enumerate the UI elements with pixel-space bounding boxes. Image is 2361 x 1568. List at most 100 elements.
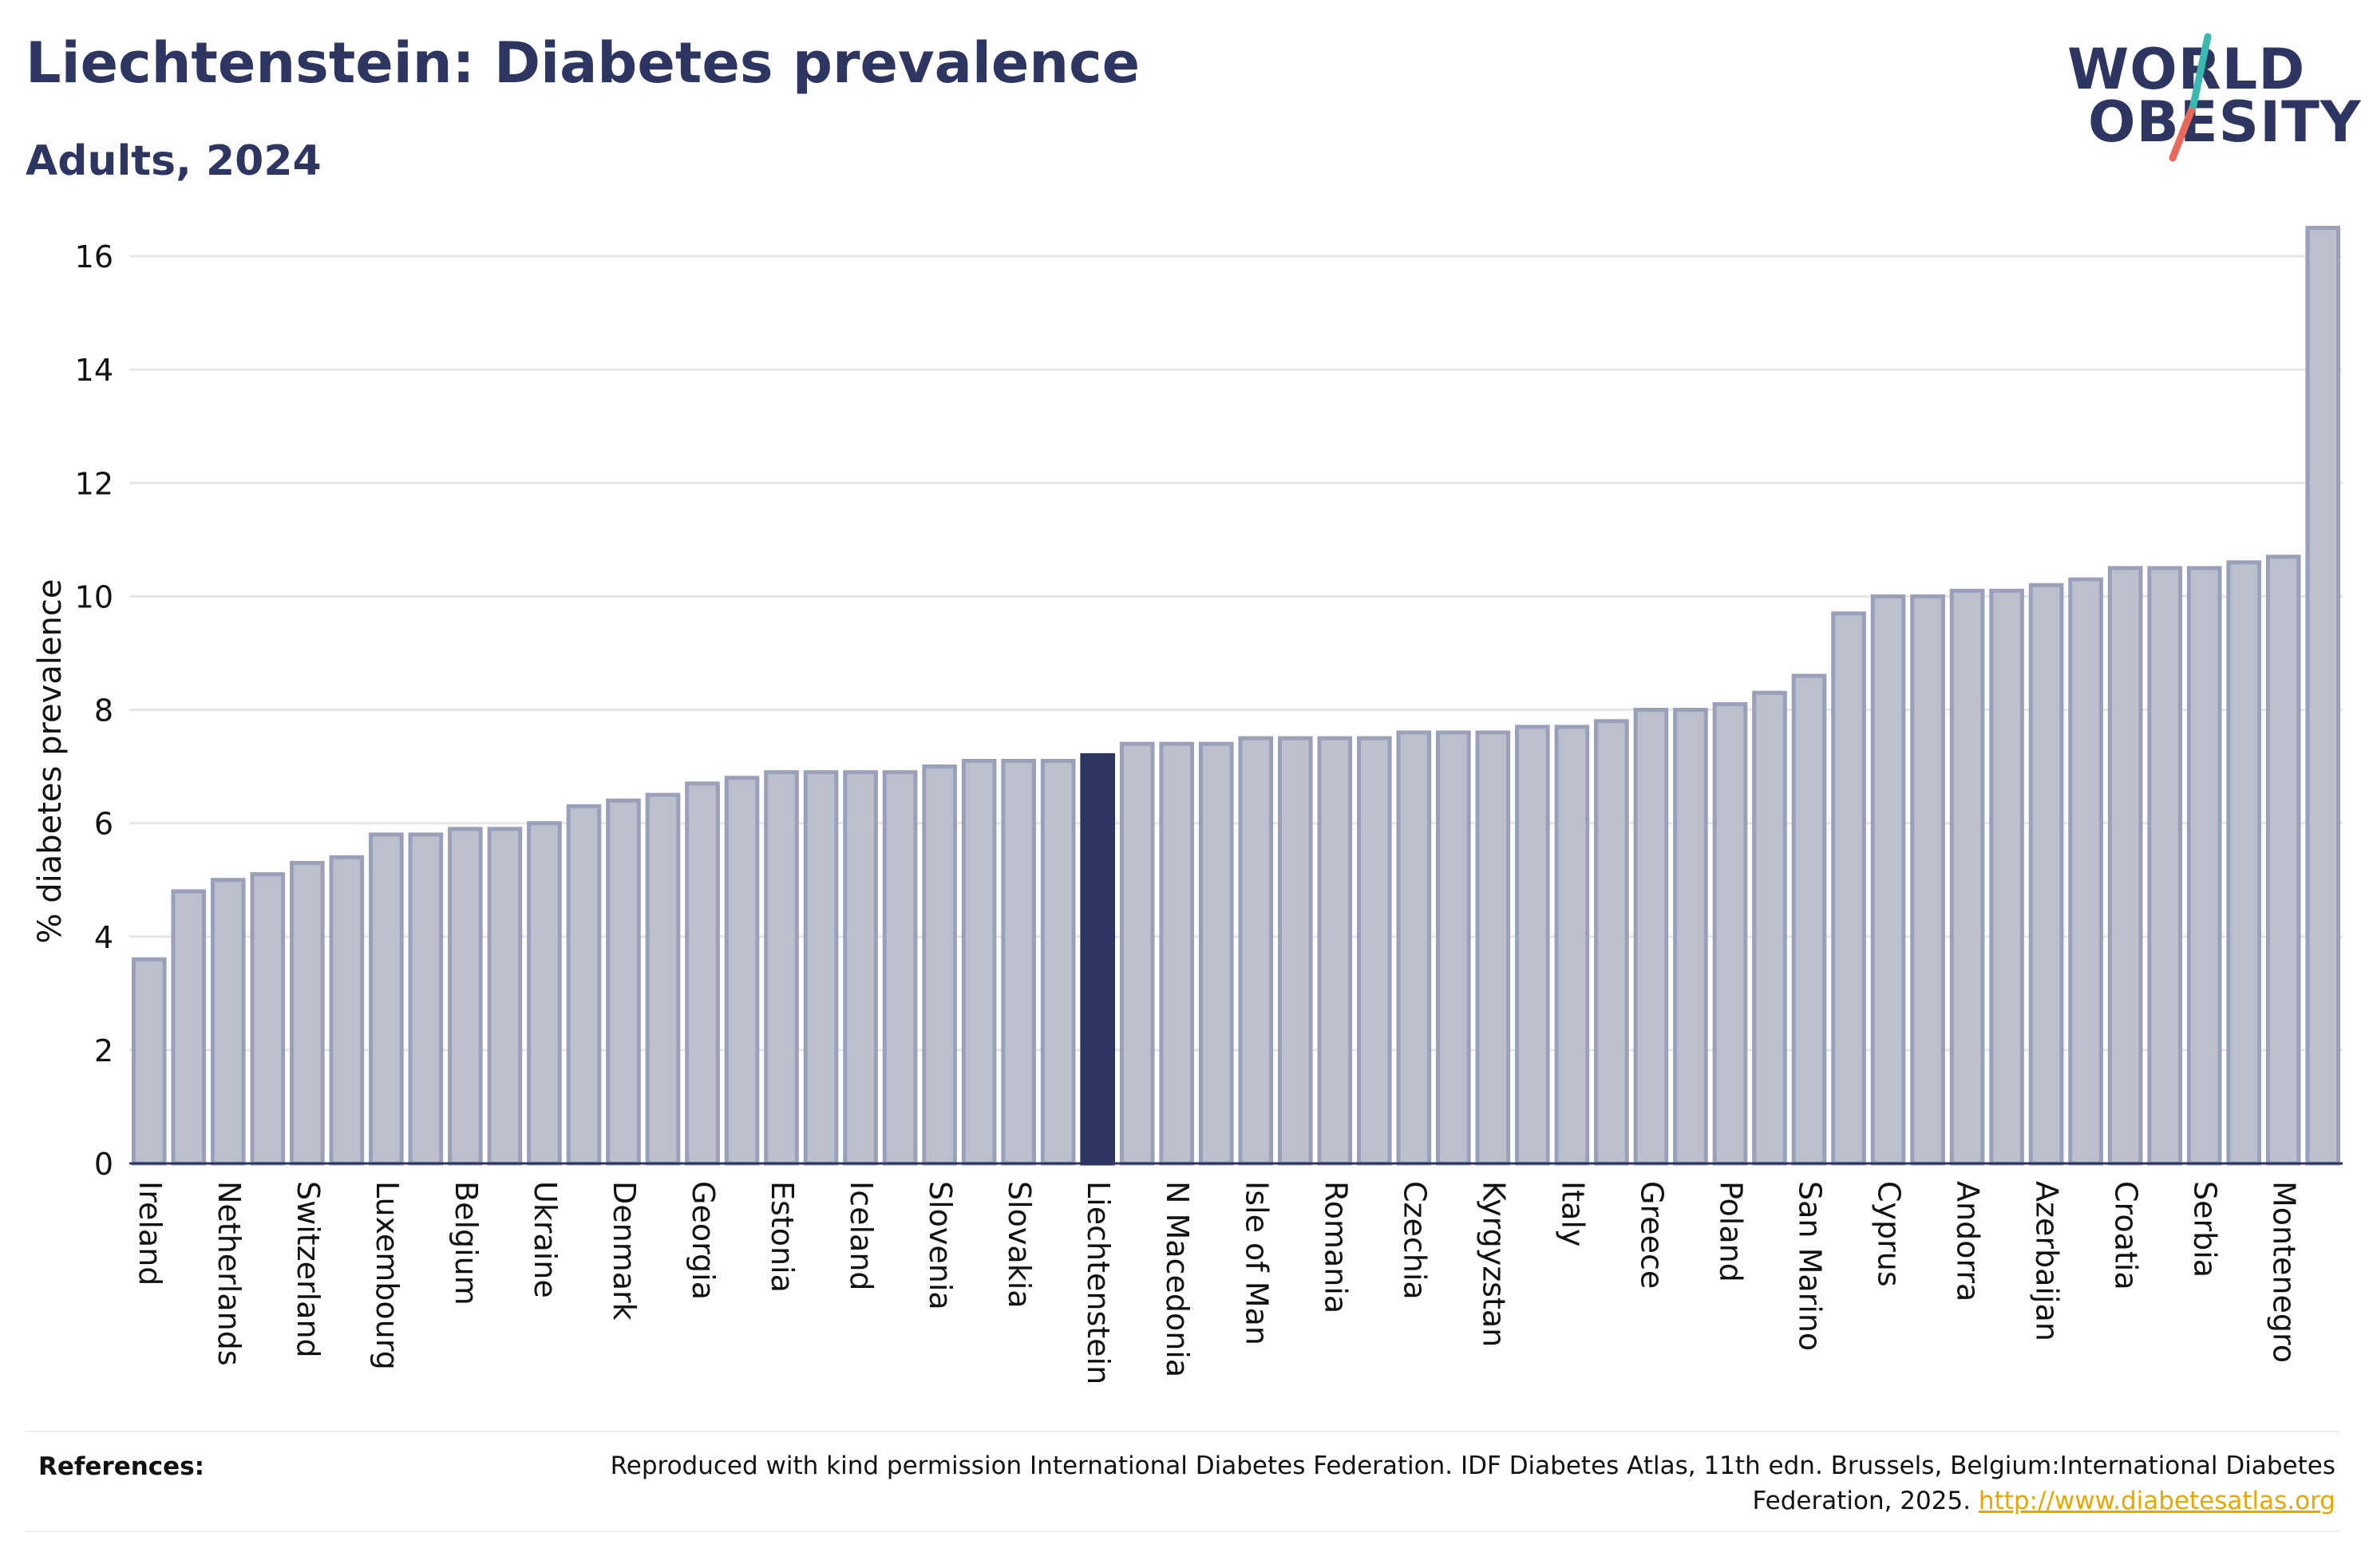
bar	[448, 827, 483, 1166]
bar	[764, 770, 799, 1166]
bar	[724, 776, 760, 1166]
bar	[2147, 566, 2182, 1166]
bar	[1791, 673, 1827, 1166]
references-label: References:	[38, 1452, 205, 1481]
bar	[1119, 741, 1155, 1166]
x-tick-label: Kyrgyzstan	[1476, 1181, 1511, 1347]
bar	[2305, 226, 2341, 1166]
world-obesity-logo[interactable]: WORLD OBESITY	[2067, 32, 2361, 168]
x-tick-label: Ukraine	[528, 1181, 563, 1298]
bar	[171, 889, 207, 1166]
bar	[2226, 560, 2262, 1166]
bar	[1949, 588, 1985, 1166]
x-axis-ticks: Ireland Netherlands Switzerland Luxembourg B…	[132, 1181, 2302, 1384]
x-tick-label: Ireland	[132, 1181, 168, 1286]
bar	[290, 860, 325, 1166]
bar	[1238, 736, 1274, 1166]
bar	[1475, 730, 1511, 1166]
bar	[527, 821, 562, 1166]
y-tick-label: 16	[75, 239, 113, 274]
bar	[803, 770, 839, 1166]
y-tick-label: 10	[75, 579, 113, 614]
bar	[329, 855, 365, 1166]
bar	[1040, 758, 1076, 1166]
bar	[1436, 730, 1471, 1166]
bar	[2068, 577, 2103, 1166]
x-tick-label: Azerbaijan	[2030, 1181, 2065, 1341]
bar-highlight	[1080, 752, 1115, 1166]
bar	[369, 832, 404, 1166]
x-tick-label: Switzerland	[291, 1181, 326, 1358]
divider-bottom	[26, 1530, 2340, 1532]
y-tick-label: 12	[75, 466, 113, 501]
bar	[210, 878, 246, 1166]
x-tick-label: Isle of Man	[1239, 1181, 1274, 1345]
bar	[1396, 730, 1432, 1166]
bar	[2107, 566, 2143, 1166]
bar	[1515, 725, 1550, 1166]
bar	[250, 872, 286, 1166]
x-tick-label: Slovenia	[923, 1181, 958, 1310]
x-tick-label: Netherlands	[212, 1181, 247, 1366]
divider-top	[26, 1431, 2340, 1432]
x-tick-label: Estonia	[765, 1181, 800, 1293]
bar	[1159, 741, 1195, 1166]
bar	[1357, 736, 1392, 1166]
bar	[1831, 611, 1866, 1166]
x-tick-label: Belgium	[449, 1181, 484, 1305]
bar	[1198, 741, 1234, 1166]
bar	[685, 781, 720, 1166]
bar	[1554, 725, 1590, 1166]
y-tick-label: 8	[94, 693, 113, 729]
bar	[131, 957, 167, 1166]
bar	[645, 792, 681, 1166]
bar	[922, 764, 957, 1166]
x-tick-label: Poland	[1713, 1181, 1748, 1282]
logo-slash-icon	[2169, 33, 2212, 162]
x-tick-label: Montenegro	[2267, 1181, 2302, 1363]
x-tick-label: Slovakia	[1002, 1181, 1037, 1309]
y-tick-label: 6	[94, 807, 113, 842]
x-tick-label: Cyprus	[1872, 1181, 1907, 1287]
bar	[1594, 719, 1629, 1166]
x-tick-label: Denmark	[607, 1181, 642, 1321]
x-tick-label: Andorra	[1951, 1181, 1986, 1301]
bar	[1317, 736, 1353, 1166]
bar	[961, 758, 997, 1166]
y-tick-label: 0	[94, 1147, 113, 1182]
bar	[1673, 708, 1708, 1166]
page-subtitle: Adults, 2024	[26, 137, 322, 185]
bar	[408, 832, 444, 1166]
x-tick-label: Italy	[1555, 1181, 1590, 1246]
bar	[2028, 583, 2064, 1166]
bar	[487, 827, 523, 1166]
bar	[1001, 758, 1036, 1166]
x-tick-label: Czechia	[1397, 1181, 1432, 1300]
bar	[1752, 690, 1787, 1166]
y-axis-label: % diabetes prevalence	[32, 579, 69, 943]
bar	[1712, 701, 1748, 1166]
bar	[1989, 588, 2024, 1166]
x-tick-label: Luxembourg	[370, 1181, 405, 1370]
references-link[interactable]: http://www.diabetesatlas.org	[1978, 1487, 2335, 1515]
x-tick-label: N Macedonia	[1160, 1181, 1195, 1377]
bar	[843, 770, 878, 1166]
x-tick-label: Liechtenstein	[1081, 1181, 1116, 1384]
x-tick-label: San Marino	[1793, 1181, 1828, 1351]
y-tick-label: 2	[94, 1033, 113, 1068]
bar	[1870, 594, 1906, 1166]
bar	[1910, 594, 1945, 1166]
y-tick-label: 4	[94, 920, 113, 955]
x-tick-label: Iceland	[844, 1181, 879, 1291]
bar-chart: 0 2 4 6 8 10 12 14 16 Ireland Netherlands Switzerl…	[32, 226, 2343, 1384]
bar	[566, 804, 602, 1166]
bar	[2265, 555, 2301, 1166]
page-title: Liechtenstein: Diabetes prevalence	[26, 30, 1141, 96]
bar	[882, 770, 918, 1166]
x-tick-label: Romania	[1318, 1181, 1353, 1313]
x-tick-label: Georgia	[686, 1181, 721, 1300]
logo-line-2: OBESITY	[2088, 89, 2361, 155]
logo-line-1: WORLD	[2067, 37, 2306, 102]
bar	[2186, 566, 2222, 1166]
y-axis-ticks: 0 2 4 6 8 10 12 14 16	[75, 239, 113, 1182]
